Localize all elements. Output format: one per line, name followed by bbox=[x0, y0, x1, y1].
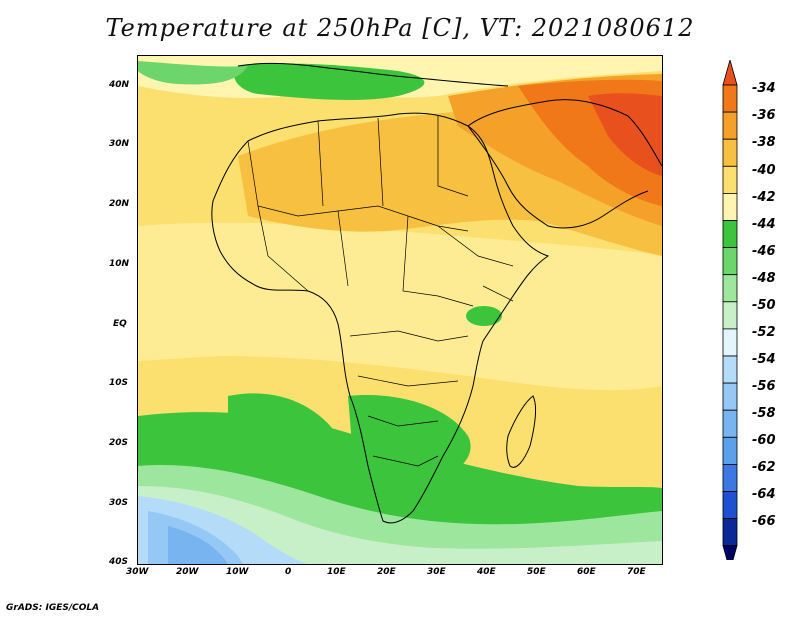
colorbar-label-minus-34: -34 bbox=[752, 81, 776, 96]
colorbar-swatch bbox=[722, 111, 738, 140]
colorbar-label-minus-60: -60 bbox=[752, 433, 776, 448]
mediterranean-coastline bbox=[237, 62, 509, 87]
colorbar-bottom-triangle bbox=[722, 545, 738, 560]
colorbar-swatch bbox=[722, 463, 738, 492]
madagascar-coastline bbox=[506, 395, 537, 468]
colorbar-swatch bbox=[722, 436, 738, 465]
lon-label-60e: 60E bbox=[577, 567, 596, 577]
colorbar-swatch bbox=[722, 328, 738, 357]
colorbar-label-minus-40: -40 bbox=[752, 163, 776, 178]
colorbar-label-minus-54: -54 bbox=[752, 352, 776, 367]
lat-label-eq: EQ bbox=[113, 319, 127, 329]
colorbar-swatch bbox=[722, 518, 738, 547]
colorbar-label-minus-52: -52 bbox=[752, 325, 776, 340]
lon-label-10w: 10W bbox=[226, 567, 249, 577]
colorbar-swatch bbox=[722, 409, 738, 438]
africa-coastline bbox=[211, 112, 550, 524]
colorbar-label-minus-66: -66 bbox=[752, 514, 776, 529]
field-south-58 bbox=[168, 526, 228, 564]
field-south-46-patch bbox=[228, 393, 347, 486]
arabia-coastline bbox=[467, 99, 662, 229]
colorbar-label-minus-62: -62 bbox=[752, 460, 776, 475]
field-east-africa-46 bbox=[466, 306, 502, 326]
colorbar-swatch bbox=[722, 274, 738, 303]
lat-label-10n: 10N bbox=[109, 259, 130, 269]
colorbar-swatch bbox=[722, 247, 738, 276]
lat-label-10s: 10S bbox=[109, 378, 129, 388]
field-north-48 bbox=[138, 61, 248, 85]
colorbar-label-minus-64: -64 bbox=[752, 487, 776, 502]
lat-label-40s: 40S bbox=[109, 557, 129, 567]
lon-label-0: 0 bbox=[285, 567, 292, 577]
field-minus-34 bbox=[588, 93, 662, 176]
colorbar-swatch bbox=[722, 165, 738, 194]
colorbar-swatch bbox=[722, 301, 738, 330]
lat-label-20s: 20S bbox=[109, 438, 129, 448]
lon-label-70e: 70E bbox=[627, 567, 646, 577]
colorbar-swatch bbox=[722, 138, 738, 167]
colorbar-label-minus-46: -46 bbox=[752, 244, 776, 259]
colorbar bbox=[722, 60, 738, 560]
lon-label-30w: 30W bbox=[126, 567, 149, 577]
lon-label-20w: 20W bbox=[176, 567, 199, 577]
lon-label-10e: 10E bbox=[327, 567, 346, 577]
colorbar-label-minus-48: -48 bbox=[752, 271, 776, 286]
temperature-field bbox=[138, 56, 662, 564]
field-north-46 bbox=[234, 63, 425, 100]
colorbar-swatch bbox=[722, 192, 738, 221]
field-southern-africa-46 bbox=[348, 395, 471, 483]
lat-label-40n: 40N bbox=[109, 80, 130, 90]
lon-label-20e: 20E bbox=[377, 567, 396, 577]
grads-credit: GrADS: IGES/COLA bbox=[6, 603, 100, 613]
lon-label-40e: 40E bbox=[477, 567, 496, 577]
lat-label-30s: 30S bbox=[109, 498, 129, 508]
colorbar-swatch bbox=[722, 84, 738, 113]
colorbar-top-triangle bbox=[722, 60, 738, 86]
lon-label-30e: 30E bbox=[427, 567, 446, 577]
lat-label-30n: 30N bbox=[109, 139, 130, 149]
map-plot-area bbox=[137, 55, 663, 565]
colorbar-swatch bbox=[722, 355, 738, 384]
map-title: Temperature at 250hPa [C], VT: 202108061… bbox=[105, 14, 695, 42]
colorbar-label-minus-50: -50 bbox=[752, 298, 776, 313]
colorbar-label-minus-42: -42 bbox=[752, 190, 776, 205]
colorbar-label-minus-56: -56 bbox=[752, 379, 776, 394]
colorbar-swatch bbox=[722, 220, 738, 249]
country-borders bbox=[247, 116, 514, 467]
colorbar-swatch bbox=[722, 491, 738, 520]
colorbar-label-minus-38: -38 bbox=[752, 135, 776, 150]
lat-label-20n: 20N bbox=[109, 199, 130, 209]
colorbar-label-minus-44: -44 bbox=[752, 217, 776, 232]
lon-label-50e: 50E bbox=[527, 567, 546, 577]
colorbar-label-minus-58: -58 bbox=[752, 406, 776, 421]
coastlines bbox=[211, 62, 662, 524]
colorbar-swatch bbox=[722, 382, 738, 411]
field-minus-44-band bbox=[138, 222, 662, 391]
colorbar-label-minus-36: -36 bbox=[752, 108, 776, 123]
